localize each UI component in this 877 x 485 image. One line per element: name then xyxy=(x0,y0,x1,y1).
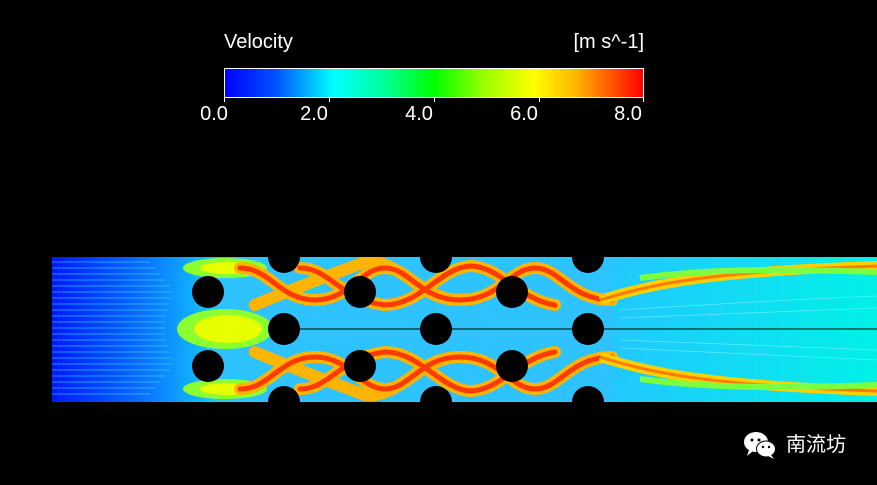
watermark: 南流坊 xyxy=(742,430,846,460)
legend-tick-mark xyxy=(224,96,225,102)
colorbar xyxy=(224,68,644,98)
pin-fin xyxy=(496,276,528,308)
pin-fin xyxy=(344,350,376,382)
pin-fin xyxy=(192,276,224,308)
high-velocity-jets xyxy=(234,257,618,402)
legend-title: Velocity xyxy=(224,31,293,53)
inlet-streamlines xyxy=(52,261,172,395)
pin-fin xyxy=(572,257,604,273)
legend-tick-label: 8.0 xyxy=(614,103,642,125)
pin-fin xyxy=(572,386,604,402)
pin-fin xyxy=(572,313,604,345)
legend-tick-label: 2.0 xyxy=(300,103,328,125)
pin-fin xyxy=(420,386,452,402)
outlet-jets xyxy=(598,261,877,396)
flow-field xyxy=(52,257,877,402)
watermark-text: 南流坊 xyxy=(786,434,846,456)
pin-fin xyxy=(268,257,300,273)
pin-fin xyxy=(344,276,376,308)
pin-fin xyxy=(268,313,300,345)
legend-units: [m s^-1] xyxy=(573,31,645,53)
pin-fin xyxy=(420,313,452,345)
pin-fin xyxy=(496,350,528,382)
legend-tick-mark xyxy=(329,96,330,102)
legend-tick-mark xyxy=(434,96,435,102)
legend-tick-label: 6.0 xyxy=(510,103,538,125)
outlet-streamlines xyxy=(619,295,877,361)
legend-tick-label: 0.0 xyxy=(200,103,228,125)
legend-tick-label: 4.0 xyxy=(405,103,433,125)
pin-fin xyxy=(268,386,300,402)
pin-fin xyxy=(420,257,452,273)
legend-tick-mark xyxy=(539,96,540,102)
legend-tick-mark xyxy=(643,96,644,102)
pin-fin xyxy=(192,350,224,382)
pin-fins xyxy=(192,257,604,402)
wechat-icon xyxy=(744,432,776,459)
